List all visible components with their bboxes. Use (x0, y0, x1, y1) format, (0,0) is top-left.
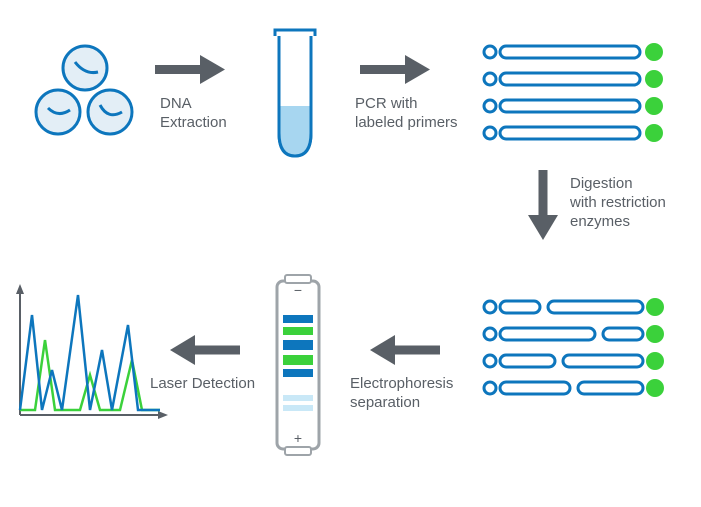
label-pcr: PCR with labeled primers (355, 95, 458, 133)
label-electrophoresis: Electrophoresis separation (350, 375, 453, 413)
svg-text:−: − (294, 282, 302, 298)
arrow-dna-extraction (155, 55, 225, 90)
pcr-products (480, 40, 670, 160)
label-dna-extraction: DNA Extraction (160, 95, 227, 133)
label-digestion: Digestion with restriction enzymes (570, 175, 666, 231)
electropherogram (10, 280, 170, 425)
test-tube (265, 28, 325, 163)
arrow-electrophoresis (370, 335, 440, 370)
gel-lane: −+ (263, 273, 333, 458)
digested-fragments (480, 295, 680, 415)
arrow-digestion (528, 170, 558, 245)
arrow-laser (170, 335, 240, 370)
svg-text:+: + (294, 430, 302, 446)
cells-group (30, 40, 150, 150)
arrow-pcr (360, 55, 430, 90)
